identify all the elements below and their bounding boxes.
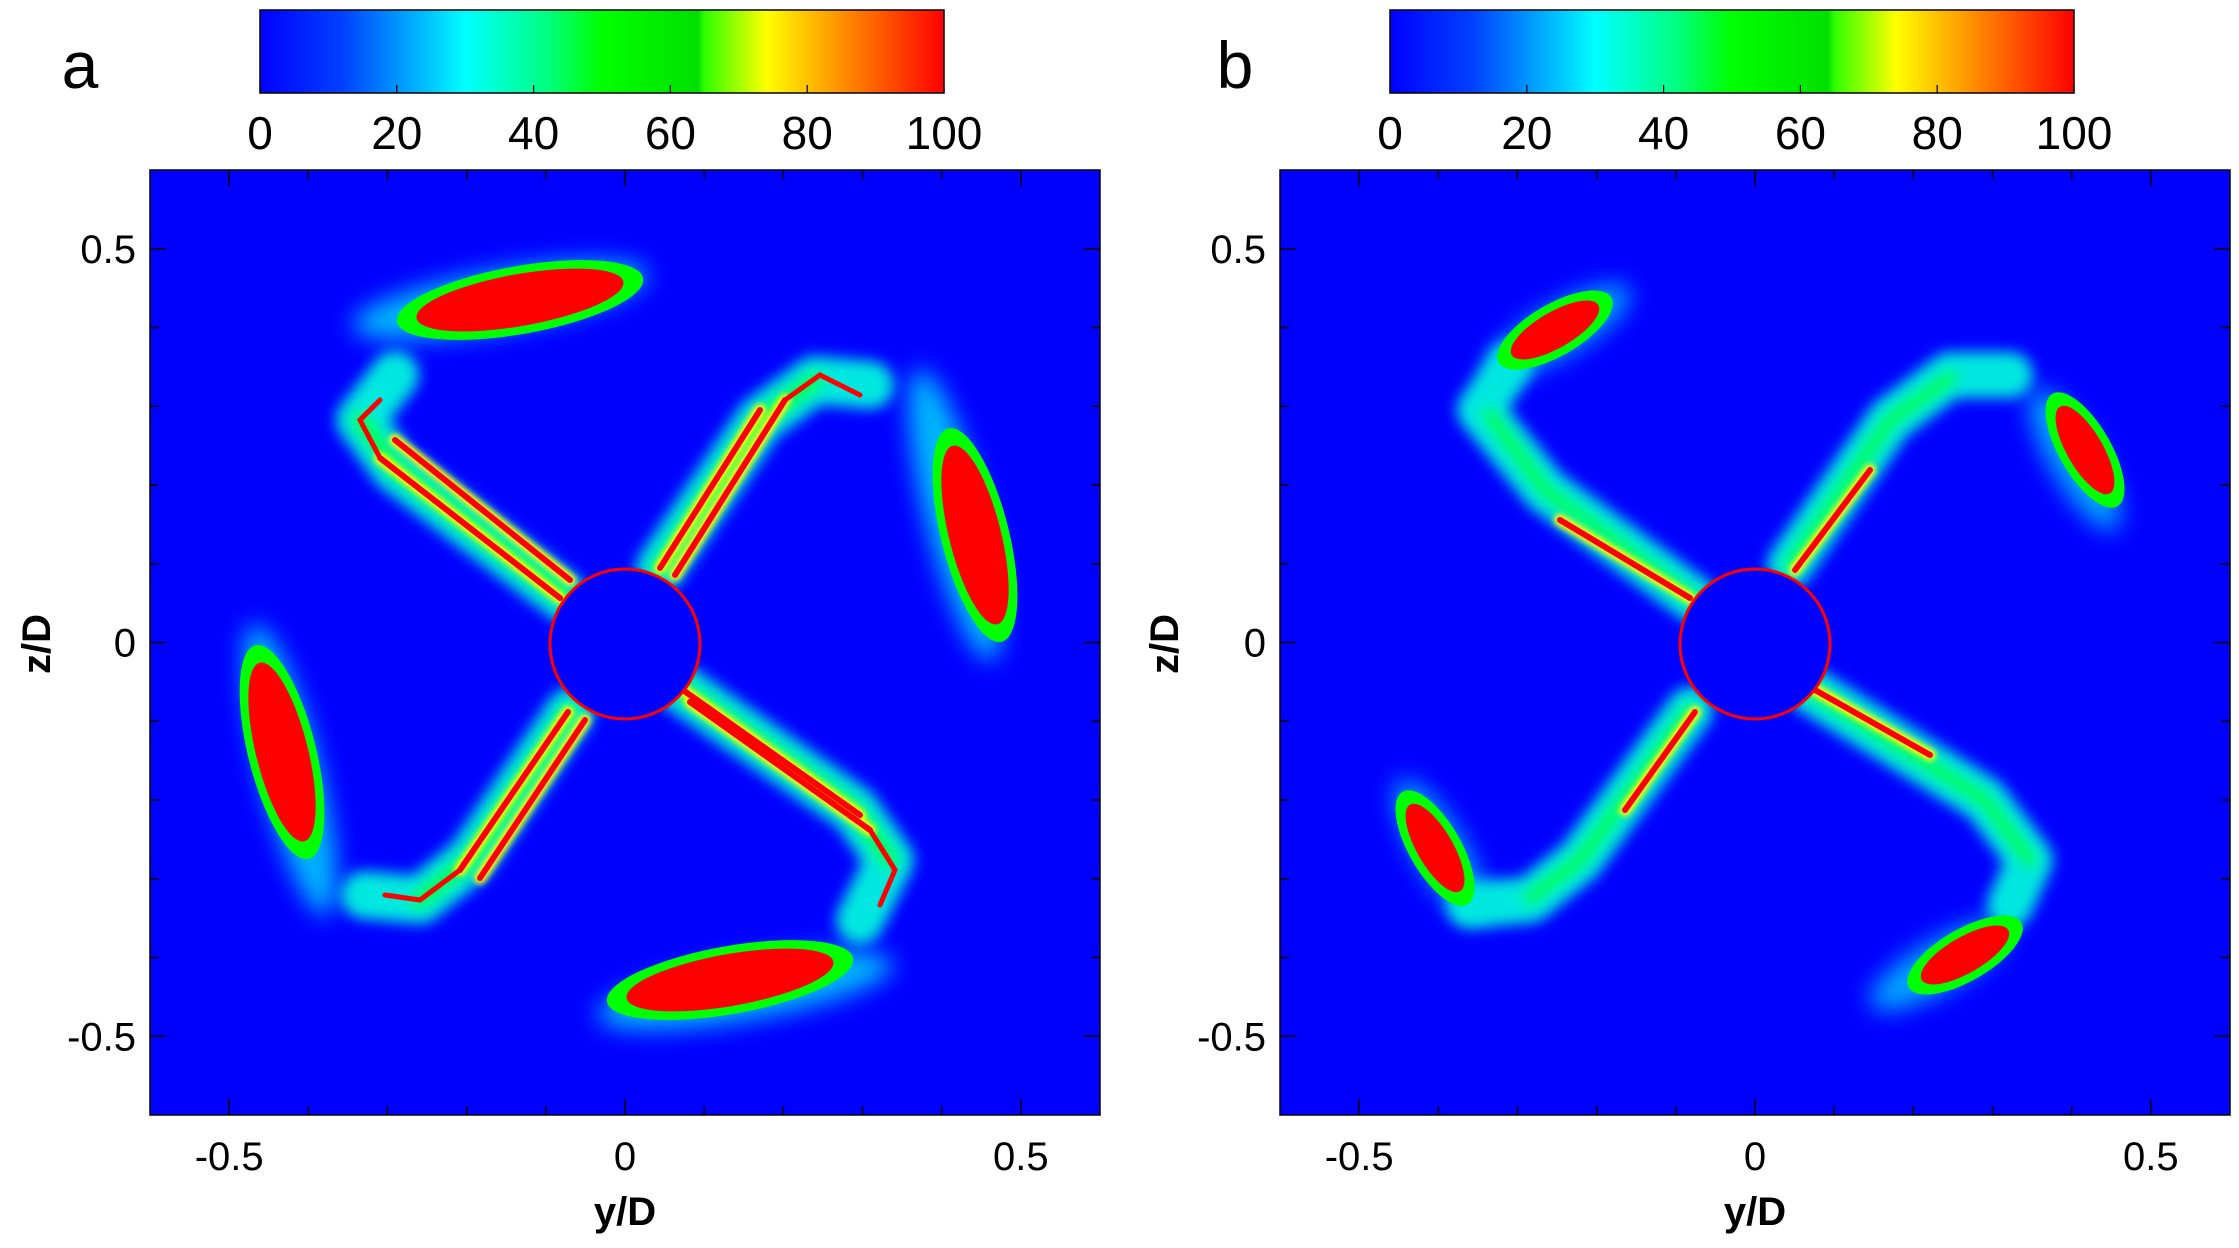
- y-tick-label: -0.5: [67, 1015, 136, 1059]
- tip-core-a-3: [248, 662, 316, 842]
- colorbar-ticks-b: 0 20 40 60 80 100: [1377, 85, 2112, 159]
- hub-a: [548, 567, 702, 721]
- colorbar-b: [1389, 9, 2075, 94]
- panel-label-a: a: [62, 28, 99, 102]
- x-ticks-a: -0.5 0 0.5: [195, 170, 1049, 1179]
- y-tick-label: 0: [114, 622, 136, 666]
- colorbar-tick-label: 60: [645, 107, 696, 159]
- colorbar-a: [259, 9, 945, 94]
- tip-core-a-4: [626, 948, 834, 1012]
- x-tick-label: 0: [1744, 1135, 1766, 1179]
- y-ticks-b: -0.5 0 0.5: [1197, 228, 2230, 1059]
- panel-a: a 0 20 40 60 80 100: [15, 9, 1101, 1234]
- x-tick-label: 0.5: [2123, 1135, 2179, 1179]
- tip-core-b-1: [1510, 300, 1600, 360]
- colorbar-tick-label: 100: [906, 107, 983, 159]
- colorbar-tick-label: 40: [508, 107, 559, 159]
- x-axis-label-b: y/D: [1724, 1190, 1786, 1234]
- y-axis-label-b: z/D: [1143, 614, 1187, 674]
- panel-b: b 0 20 40 60 80 100: [1143, 9, 2231, 1234]
- colorbar-tick-label: 40: [1638, 107, 1689, 159]
- tip-core-a-2: [941, 445, 1009, 625]
- x-tick-label: -0.5: [195, 1135, 264, 1179]
- panel-label-b: b: [1217, 28, 1254, 102]
- tip-core-b-2: [2055, 405, 2115, 495]
- y-axis-label-a: z/D: [15, 614, 59, 674]
- colorbar-tick-label: 0: [1377, 107, 1403, 159]
- x-ticks-b: -0.5 0 0.5: [1325, 170, 2179, 1179]
- colorbar-tick-label: 80: [782, 107, 833, 159]
- y-tick-label: 0: [1244, 622, 1266, 666]
- colorbar-tick-label: 20: [1501, 107, 1552, 159]
- colorbar-tick-label: 0: [247, 107, 273, 159]
- x-tick-label: 0.5: [993, 1135, 1049, 1179]
- contour-field-a: [239, 260, 1018, 1030]
- x-tick-label: 0: [614, 1135, 636, 1179]
- tip-core-a-1: [416, 268, 624, 332]
- tip-core-b-3: [1405, 803, 1465, 893]
- colorbar-tick-label: 60: [1775, 107, 1826, 159]
- contour-field-b: [1394, 284, 2125, 1011]
- y-tick-label: 0.5: [1210, 228, 1266, 272]
- x-axis-label-a: y/D: [594, 1190, 656, 1234]
- y-tick-label: -0.5: [1197, 1015, 1266, 1059]
- y-tick-label: 0.5: [80, 228, 136, 272]
- colorbar-tick-label: 20: [371, 107, 422, 159]
- colorbar-ticks-a: 0 20 40 60 80 100: [247, 85, 982, 159]
- x-tick-label: -0.5: [1325, 1135, 1394, 1179]
- colorbar-tick-label: 100: [2036, 107, 2113, 159]
- y-ticks-a: -0.5 0 0.5: [67, 228, 1100, 1059]
- tip-core-b-4: [1920, 925, 2010, 985]
- colorbar-tick-label: 80: [1912, 107, 1963, 159]
- hub-b: [1678, 567, 1832, 721]
